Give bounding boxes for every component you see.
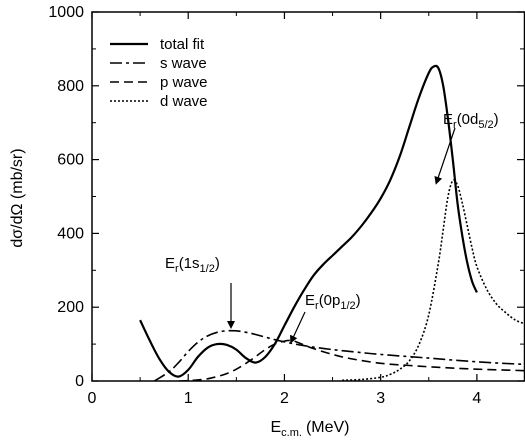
series-line-d-wave xyxy=(342,179,525,381)
annotations: Er(1s1/2) Er(0p1/2) Er(0d5/2) xyxy=(165,111,499,344)
y-tick-label: 800 xyxy=(57,78,84,95)
annotation-arrow xyxy=(434,127,456,185)
y-tick-label: 0 xyxy=(75,373,84,390)
y-tick-label: 400 xyxy=(57,225,84,242)
axis-ticks: 0 1 2 3 4 0 200 400 600 800 1000 xyxy=(48,4,524,407)
annotation-arrow xyxy=(290,311,306,344)
legend-label: d wave xyxy=(160,93,208,110)
legend-label: total fit xyxy=(160,36,205,53)
series-line-s-wave xyxy=(154,329,525,381)
legend-label: p wave xyxy=(160,74,208,91)
legend: total fit s wave p wave d wave xyxy=(110,36,208,110)
x-tick-label: 0 xyxy=(88,390,97,407)
series-line-total-fit xyxy=(139,64,478,378)
plot-border xyxy=(91,11,525,382)
x-tick-label: 4 xyxy=(472,390,481,407)
annotation-label: Er(0d5/2) xyxy=(443,111,499,131)
x-tick-label: 3 xyxy=(376,390,385,407)
y-tick-label: 600 xyxy=(57,152,84,169)
x-axis-label: Ec.m. (MeV) xyxy=(270,419,349,439)
annotation-label: Er(0p1/2) xyxy=(305,292,361,312)
x-tick-label: 2 xyxy=(280,390,289,407)
legend-label: s wave xyxy=(160,55,207,72)
annotation-label: Er(1s1/2) xyxy=(165,255,220,275)
plot-frame xyxy=(91,11,525,382)
y-tick-label: 200 xyxy=(57,299,84,316)
y-axis-label: dσ/dΩ (mb/sr) xyxy=(9,148,26,247)
series-group xyxy=(139,64,525,381)
series-line-p-wave xyxy=(178,339,525,381)
x-tick-label: 1 xyxy=(184,390,193,407)
y-tick-label: 1000 xyxy=(48,4,84,21)
